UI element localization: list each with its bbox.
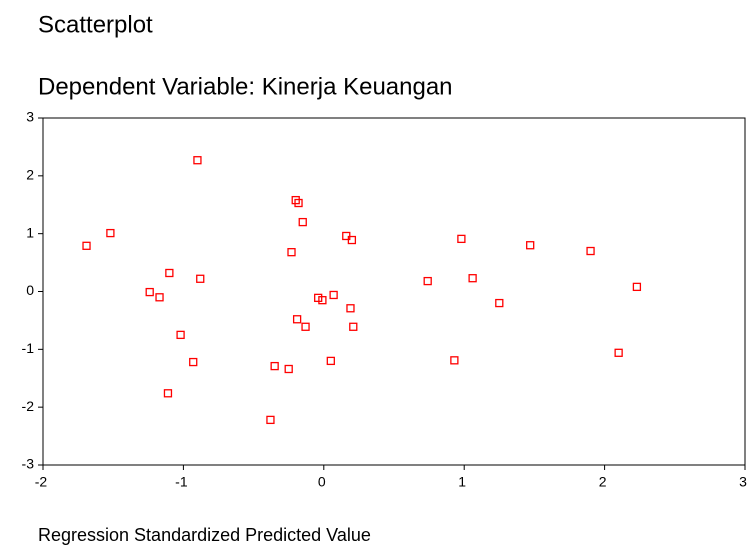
point (301, 322, 310, 331)
x-tick-label: 0 (318, 474, 326, 490)
point (495, 298, 504, 308)
point (145, 287, 154, 297)
y-tick-label: -1 (22, 340, 35, 356)
x-tick-label: -1 (175, 474, 188, 490)
point (266, 415, 275, 425)
point (586, 246, 595, 256)
point (292, 315, 302, 324)
point (346, 304, 355, 313)
point (270, 361, 279, 371)
y-tick-label: -2 (22, 398, 35, 414)
point (326, 356, 335, 366)
point (298, 217, 307, 227)
point (193, 156, 202, 165)
point (468, 274, 477, 283)
y-tick-label: 3 (26, 109, 34, 125)
point (294, 198, 303, 208)
point (329, 290, 338, 300)
chart-title: Scatterplot (38, 11, 153, 38)
point (614, 348, 623, 357)
point (347, 235, 357, 245)
point (196, 274, 205, 283)
chart-subtitle: Dependent Variable: Kinerja Keuangan (38, 73, 453, 100)
x-tick-label: -2 (35, 474, 48, 490)
point (287, 248, 296, 257)
point (526, 241, 535, 250)
x-tick-label: 3 (739, 474, 747, 490)
point (284, 364, 293, 374)
point (423, 276, 432, 286)
point (632, 282, 642, 292)
y-tick-label: 2 (26, 167, 34, 183)
point (450, 356, 459, 365)
point (314, 293, 323, 303)
point (163, 389, 173, 398)
point (82, 241, 91, 250)
point (189, 357, 198, 367)
y-tick-label: 0 (26, 282, 34, 298)
point (318, 296, 327, 305)
point (176, 330, 185, 340)
point (165, 268, 174, 278)
x-tick-label: 1 (458, 474, 466, 490)
point (106, 228, 115, 238)
point (457, 234, 466, 244)
y-tick-label: 1 (26, 224, 34, 240)
x-axis-label: Regression Standardized Predicted Value (38, 525, 371, 545)
y-tick-label: -3 (22, 456, 35, 472)
point (349, 322, 358, 331)
plot-frame (42, 117, 746, 466)
x-tick-label: 2 (599, 474, 607, 490)
point (155, 293, 164, 302)
